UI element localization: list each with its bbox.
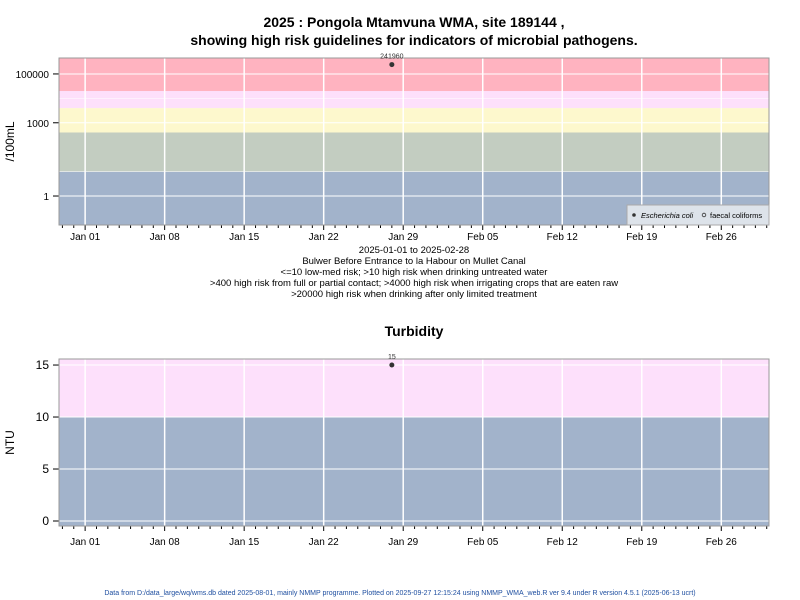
- y-axis-label: NTU: [3, 430, 17, 455]
- risk-band: [59, 58, 769, 92]
- subtitle-line: 2025-01-01 to 2025-02-28: [359, 245, 469, 256]
- legend-marker-e-coli: [632, 213, 636, 217]
- legend: Escherichia coli faecal coliforms: [626, 204, 770, 226]
- x-tick-label: Feb 12: [547, 537, 579, 548]
- x-tick-label: Feb 26: [706, 537, 738, 548]
- x-tick-label: Feb 05: [467, 537, 499, 548]
- x-tick-label: Jan 15: [229, 537, 259, 548]
- x-tick-label: Feb 19: [626, 232, 658, 243]
- x-tick-label: Jan 15: [229, 232, 259, 243]
- legend-box: [626, 204, 770, 226]
- x-tick-label: Jan 22: [309, 232, 339, 243]
- y-tick-label: 15: [36, 358, 50, 372]
- y-tick-label: 100000: [16, 70, 50, 81]
- chart-title-line1: 2025 : Pongola Mtamvuna WMA, site 189144…: [263, 14, 564, 30]
- y-tick-label: 1000: [27, 119, 50, 130]
- legend-label-faecal-coliforms: faecal coliforms: [710, 211, 762, 220]
- data-label: 15: [388, 354, 396, 361]
- footer-note: Data from D:/data_large/wq/wms.db dated …: [104, 590, 695, 597]
- x-tick-label: Jan 22: [309, 537, 339, 548]
- x-tick-label: Jan 08: [150, 232, 180, 243]
- legend-marker-faecal-coliforms: [701, 212, 707, 218]
- x-tick-label: Feb 26: [706, 232, 738, 243]
- subtitle-line: >400 high risk from full or partial cont…: [210, 278, 618, 289]
- risk-band: [59, 359, 769, 418]
- plot-frame: [58, 57, 770, 226]
- risk-band: [59, 91, 769, 109]
- data-label: 241960: [380, 54, 403, 61]
- data-point: [389, 62, 395, 68]
- risk-band: [59, 417, 769, 526]
- y-tick-label: 1: [43, 192, 49, 203]
- data-point: [389, 362, 395, 368]
- x-tick-label: Jan 08: [150, 537, 180, 548]
- y-tick-label: 5: [42, 462, 49, 476]
- risk-band: [59, 108, 769, 133]
- x-tick-label: Jan 01: [70, 232, 100, 243]
- x-tick-label: Feb 05: [467, 232, 499, 243]
- risk-band: [59, 132, 769, 172]
- subtitle-line: <=10 low-med risk; >10 high risk when dr…: [281, 267, 548, 278]
- y-tick-label: 0: [42, 514, 49, 528]
- x-tick-label: Feb 19: [626, 537, 658, 548]
- x-tick-label: Jan 29: [388, 537, 418, 548]
- y-axis-label: /100mL: [3, 121, 17, 161]
- x-tick-label: Jan 01: [70, 537, 100, 548]
- chart-title-line2: showing high risk guidelines for indicat…: [190, 32, 637, 48]
- legend-label-e-coli: Escherichia coli: [641, 211, 693, 220]
- plot-frame: [58, 358, 770, 527]
- x-tick-label: Jan 29: [388, 232, 418, 243]
- y-tick-label: 10: [36, 410, 50, 424]
- subtitle-line: >20000 high risk when drinking after onl…: [291, 289, 537, 300]
- turbidity-title: Turbidity: [385, 323, 444, 339]
- x-tick-label: Feb 12: [547, 232, 579, 243]
- subtitle-line: Bulwer Before Entrance to la Habour on M…: [302, 256, 525, 267]
